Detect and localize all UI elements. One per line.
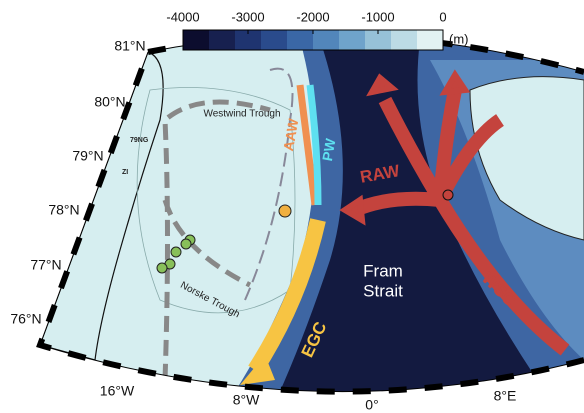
place-label: Strait [363,281,403,300]
colorbar-step [339,30,366,50]
colorbar-tick-label: -4000 [166,9,199,24]
colorbar-tick-label: -3000 [231,9,264,24]
map: (m) -4000 -3000 -2000 -1000 0 81°N 80°N 79°N 78°… [0,0,584,413]
longitude-label: 16°W [100,383,135,399]
colorbar-step [209,30,236,50]
colorbar-step [313,30,340,50]
latitude-label: 76°N [10,311,41,327]
longitude-label: 8°E [494,388,517,404]
map-body [0,0,584,413]
colorbar-tick-label: -2000 [296,9,329,24]
colorbar-step [183,30,210,50]
colorbar-tick-label: -1000 [361,9,394,24]
place-label: 79NG [130,137,149,144]
longitude-label: 8°W [233,392,260,408]
latitude-label: 80°N [94,94,125,110]
place-label: ZI [122,169,128,176]
colorbar-unit: (m) [449,31,469,46]
place-label: Fram [363,261,403,280]
place-label: Westwind Trough [203,109,280,120]
colorbar-step [391,30,418,50]
colorbar-step [287,30,314,50]
latitude-label: 79°N [72,148,103,164]
colorbar-step [261,30,288,50]
latitude-label: 77°N [30,257,61,273]
latitude-label: 81°N [114,38,145,54]
colorbar-step [417,30,444,50]
colorbar-tick-label: 0 [439,9,446,24]
station [443,190,453,200]
latitude-label: 78°N [48,202,79,218]
station [279,205,291,217]
longitude-label: 0° [365,397,378,413]
